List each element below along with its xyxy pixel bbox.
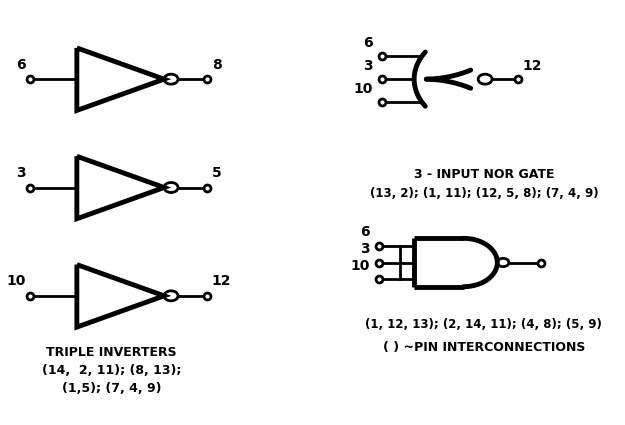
Text: 12: 12 bbox=[212, 274, 231, 288]
Text: 3: 3 bbox=[361, 242, 370, 256]
Text: 5: 5 bbox=[212, 166, 221, 180]
Text: (1,5); (7, 4, 9): (1,5); (7, 4, 9) bbox=[62, 382, 161, 395]
Text: 3: 3 bbox=[363, 59, 373, 73]
Text: 6: 6 bbox=[361, 225, 370, 239]
Text: 10: 10 bbox=[354, 82, 373, 96]
Text: (14,  2, 11); (8, 13);: (14, 2, 11); (8, 13); bbox=[42, 364, 181, 377]
Text: 3: 3 bbox=[16, 166, 26, 180]
Text: 10: 10 bbox=[351, 259, 370, 273]
Text: 6: 6 bbox=[363, 36, 373, 50]
Text: TRIPLE INVERTERS: TRIPLE INVERTERS bbox=[46, 346, 177, 359]
Text: ( ) ~PIN INTERCONNECTIONS: ( ) ~PIN INTERCONNECTIONS bbox=[382, 341, 585, 354]
Text: 6: 6 bbox=[16, 58, 26, 72]
Text: (1, 12, 13); (2, 14, 11); (4, 8); (5, 9): (1, 12, 13); (2, 14, 11); (4, 8); (5, 9) bbox=[366, 318, 602, 332]
Text: 12: 12 bbox=[523, 59, 542, 73]
Text: 3 - INPUT NOR GATE: 3 - INPUT NOR GATE bbox=[414, 168, 554, 181]
Text: 8: 8 bbox=[212, 58, 221, 72]
Text: (13, 2); (1, 11); (12, 5, 8); (7, 4, 9): (13, 2); (1, 11); (12, 5, 8); (7, 4, 9) bbox=[369, 187, 598, 200]
Text: 10: 10 bbox=[6, 274, 26, 288]
